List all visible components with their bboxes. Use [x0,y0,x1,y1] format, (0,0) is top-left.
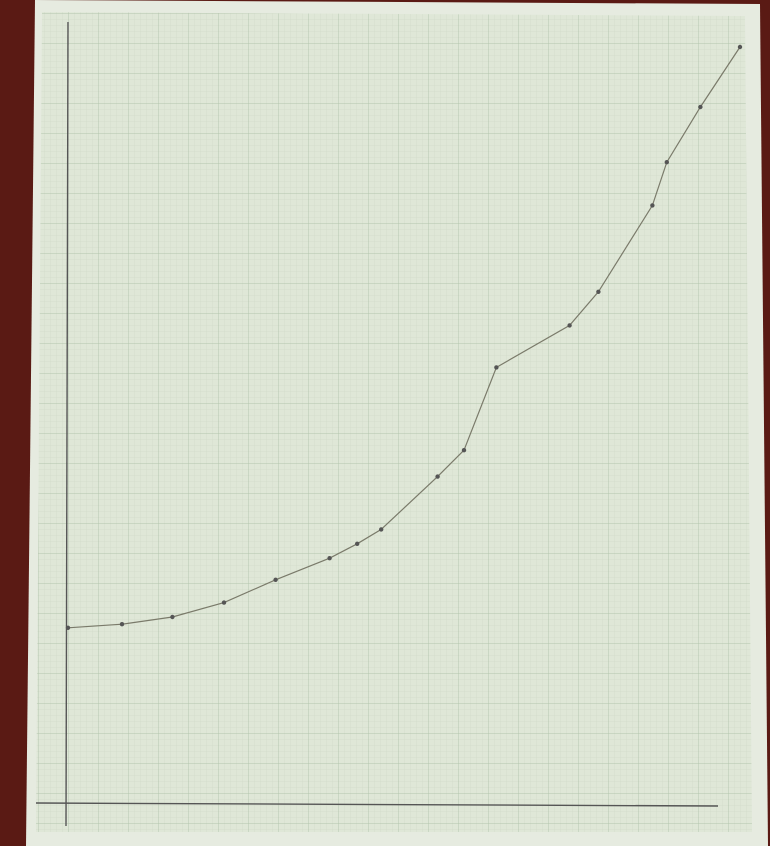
grid [36,12,752,832]
data-point [327,556,331,560]
data-point [435,474,439,478]
data-point [567,323,571,327]
data-point [462,448,466,452]
data-point [273,578,277,582]
data-point [222,600,226,604]
data-point [355,542,359,546]
photo [0,0,770,846]
data-point [379,527,383,531]
data-point [596,290,600,294]
data-point [494,365,498,369]
data-point [170,615,174,619]
data-point [66,626,70,630]
data-point [698,105,702,109]
data-point [120,622,124,626]
data-point [738,45,742,49]
data-point [650,203,654,207]
data-point [665,160,669,164]
